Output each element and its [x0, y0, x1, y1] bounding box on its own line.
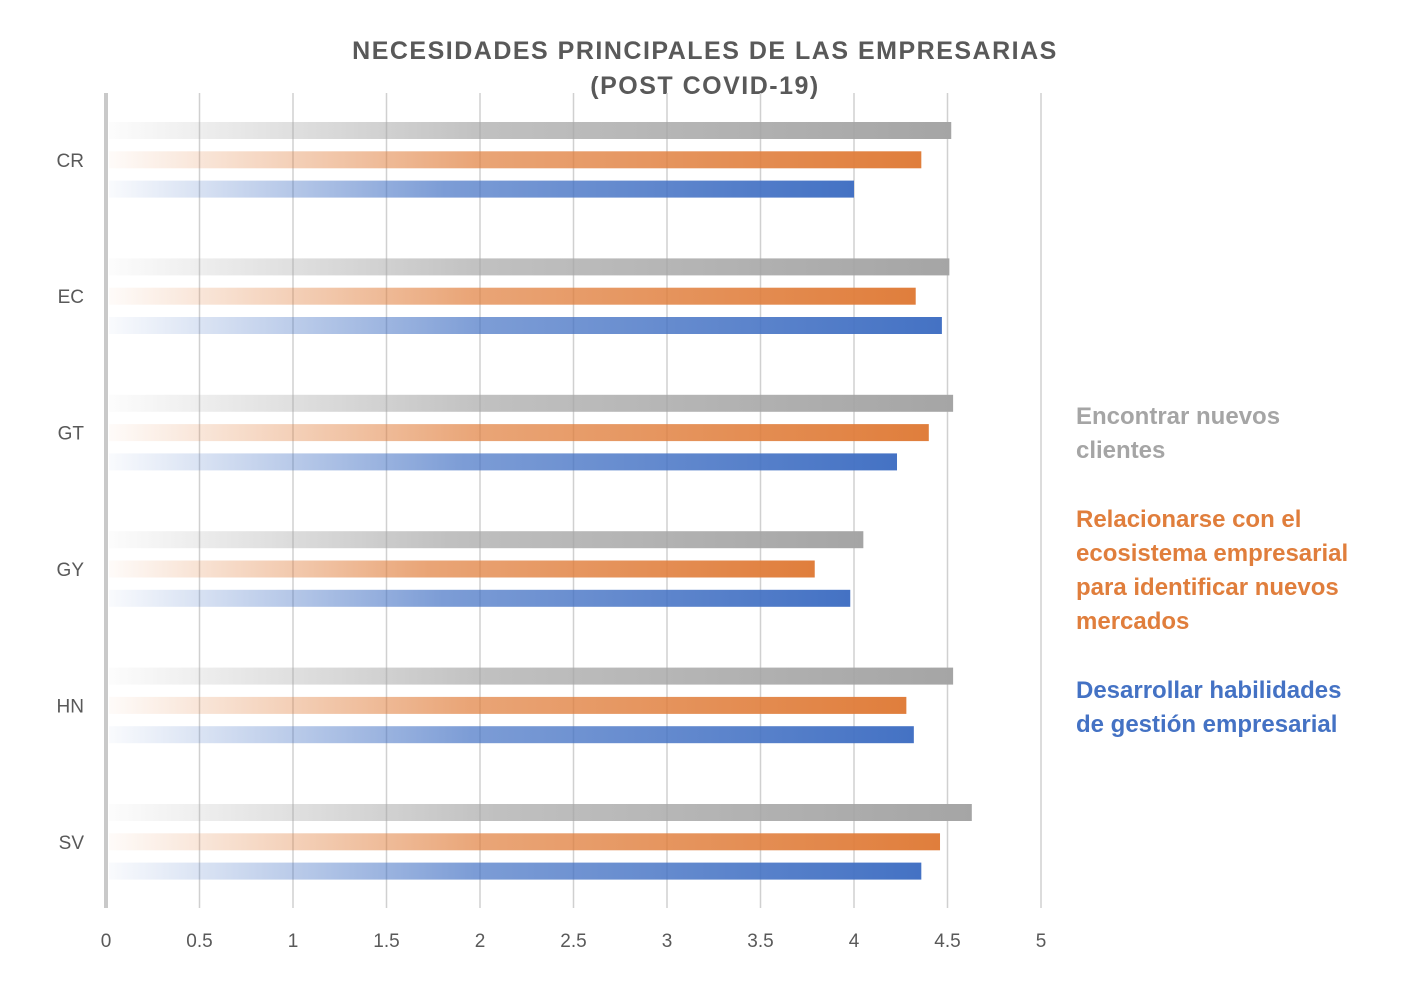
bar-gy-series-2 — [109, 560, 815, 578]
chart-title-line-1: NECESIDADES PRINCIPALES DE LAS EMPRESARI… — [352, 37, 1058, 65]
bar-cr-series-3 — [109, 180, 854, 198]
bar-cr-series-2 — [109, 151, 922, 169]
bar-cr-series-1 — [109, 122, 952, 139]
x-tick-label-1: 1 — [288, 931, 299, 952]
bar-gt-series-2 — [109, 424, 929, 442]
x-tick-label-0-5: 0.5 — [186, 931, 212, 952]
chart-title-line-2: (POST COVID-19) — [590, 72, 820, 100]
bars — [109, 122, 972, 880]
x-tick-label-5: 5 — [1036, 931, 1047, 952]
legend-item-relacionarse-ecosistema: Relacionarse con el ecosistema empresari… — [1076, 506, 1349, 635]
bar-ec-series-3 — [109, 317, 942, 334]
x-tick-label-4-5: 4.5 — [934, 931, 960, 952]
bar-ec-series-2 — [109, 287, 916, 305]
category-label-gy: GY — [57, 560, 85, 581]
category-label-cr: CR — [57, 151, 84, 172]
x-tick-label-2: 2 — [475, 931, 486, 952]
bar-sv-series-3 — [109, 862, 922, 880]
legend-item-desarrollar-habilidades: Desarrollar habilidades de gestión empre… — [1076, 677, 1342, 738]
legend-item-encontrar-nuevos-clientes: Encontrar nuevos clientes — [1076, 403, 1281, 464]
bar-sv-series-1 — [109, 804, 972, 821]
x-tick-label-2-5: 2.5 — [560, 931, 586, 952]
bar-hn-series-2 — [109, 696, 907, 714]
bar-hn-series-1 — [109, 667, 954, 685]
category-label-gt: GT — [58, 424, 85, 445]
bar-gt-series-1 — [109, 394, 954, 412]
category-label-sv: SV — [59, 833, 85, 854]
axis-labels: 0 0.5 1 1.5 2 2.5 3 3.5 4 4.5 5 CR EC GT GY HN SV — [57, 151, 1047, 952]
x-tick-label-3-5: 3.5 — [747, 931, 773, 952]
bar-gy-series-1 — [109, 531, 864, 549]
x-tick-label-3: 3 — [662, 931, 673, 952]
bar-ec-series-1 — [109, 258, 950, 276]
x-tick-label-1-5: 1.5 — [373, 931, 399, 952]
bar-hn-series-3 — [109, 726, 914, 744]
x-tick-label-4: 4 — [849, 931, 860, 952]
category-label-ec: EC — [58, 287, 84, 308]
bar-gt-series-3 — [109, 453, 898, 471]
chart-title: NECESIDADES PRINCIPALES DE LAS EMPRESARI… — [300, 34, 1110, 104]
gridlines — [104, 93, 1042, 908]
x-tick-label-0: 0 — [101, 931, 112, 952]
category-label-hn: HN — [57, 696, 84, 717]
bar-gy-series-3 — [109, 589, 851, 607]
bar-sv-series-2 — [109, 833, 941, 851]
